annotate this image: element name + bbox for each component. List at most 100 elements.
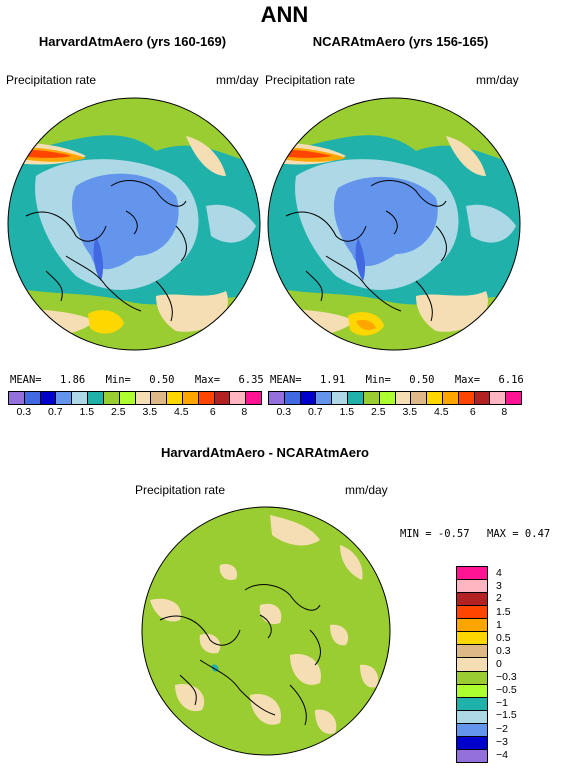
colorbar-label: 4.5 <box>433 406 449 418</box>
colorbar-swatch <box>457 593 487 607</box>
colorbar-label: −0.5 <box>496 683 517 696</box>
colorbar-swatch <box>490 392 507 404</box>
colorbar-swatch <box>506 392 521 404</box>
colorbar-swatch <box>457 684 487 698</box>
colorbar-swatch <box>457 658 487 672</box>
max-label: Max= <box>454 374 481 386</box>
colorbar-label: 0.3 <box>496 644 511 657</box>
colorbar-label: 8 <box>501 406 508 418</box>
min-label: Min= <box>365 374 391 386</box>
panel-2-map <box>267 97 521 351</box>
colorbar-swatch <box>457 723 487 737</box>
colorbar-label: 2 <box>496 592 502 605</box>
colorbar-swatch <box>284 392 301 404</box>
colorbar-label: 3.5 <box>142 406 158 418</box>
colorbar-swatch <box>457 606 487 620</box>
colorbar-swatch <box>332 392 349 404</box>
mean-label: MEAN= <box>270 374 302 386</box>
colorbar-swatch <box>88 392 104 404</box>
colorbar-swatch <box>457 697 487 711</box>
colorbar-swatch <box>198 392 215 404</box>
colorbar-swatch <box>457 749 487 762</box>
diff-units: mm/day <box>345 483 388 497</box>
diff-colorbar-labels: 4 3 2 1.5 1 0.5 0.3 0 −0.3 −0.5 −1 −1.5 −2 −3 −4 <box>496 566 536 761</box>
colorbar-swatch <box>474 392 491 404</box>
panel-2-variable: Precipitation rate <box>265 73 356 87</box>
colorbar-swatch <box>427 392 443 404</box>
colorbar-swatch <box>457 671 487 685</box>
colorbar-label: 0.7 <box>47 406 63 418</box>
colorbar-label: 1 <box>496 618 502 631</box>
colorbar-label: −2 <box>496 722 508 735</box>
mean-value: 1.91 <box>319 374 346 386</box>
colorbar-label: 4.5 <box>173 406 189 418</box>
colorbar-swatch <box>72 392 89 404</box>
colorbar-swatch <box>300 392 317 404</box>
diff-colorbar <box>456 566 488 763</box>
colorbar-swatch <box>40 392 57 404</box>
colorbar-swatch <box>363 392 380 404</box>
diff-map <box>141 506 391 756</box>
colorbar-swatch <box>167 392 183 404</box>
panel-2-title: NCARAtmAero (yrs 156-165) <box>312 34 489 49</box>
colorbar-label: 0 <box>496 657 502 670</box>
min-label: Min= <box>105 374 131 386</box>
colorbar-label: −4 <box>496 748 508 761</box>
colorbar-label: −1 <box>496 696 508 709</box>
panel-2-colorbar <box>268 391 522 405</box>
colorbar-swatch <box>24 392 41 404</box>
panel-1-map <box>7 97 261 351</box>
diff-variable: Precipitation rate <box>135 483 226 497</box>
colorbar-label: 3 <box>496 579 502 592</box>
colorbar-label: 8 <box>241 406 248 418</box>
panel-1-stats: MEAN= 1.86 Min= 0.50 Max= 6.35 <box>10 374 264 386</box>
max-value: 6.35 <box>238 374 264 386</box>
colorbar-swatch <box>151 392 168 404</box>
panel-2-units: mm/day <box>476 73 519 87</box>
colorbar-swatch <box>9 392 25 404</box>
colorbar-swatch <box>458 392 475 404</box>
diff-max: MAX = 0.47 <box>487 528 551 540</box>
panel-1-variable: Precipitation rate <box>6 73 97 87</box>
colorbar-label: −1.5 <box>496 709 517 722</box>
panel-1-colorbar <box>8 391 262 405</box>
colorbar-label: −3 <box>496 735 508 748</box>
max-value: 6.16 <box>498 374 524 386</box>
colorbar-swatch <box>214 392 231 404</box>
colorbar-swatch <box>457 567 487 581</box>
colorbar-label: 1.5 <box>79 406 95 418</box>
colorbar-label: 0.3 <box>276 406 292 418</box>
colorbar-swatch <box>395 392 412 404</box>
panel-1-colorbar-labels: 0.3 0.7 1.5 2.5 3.5 4.5 6 8 <box>8 406 260 420</box>
colorbar-swatch <box>442 392 459 404</box>
colorbar-label: −0.3 <box>496 670 517 683</box>
panel-1-title: HarvardAtmAero (yrs 160-169) <box>38 34 227 49</box>
colorbar-swatch <box>269 392 285 404</box>
colorbar-swatch <box>135 392 152 404</box>
colorbar-label: 4 <box>496 566 502 579</box>
colorbar-label: 6 <box>209 406 216 418</box>
colorbar-swatch <box>379 392 396 404</box>
figure-title: ANN <box>260 2 309 27</box>
colorbar-swatch <box>230 392 247 404</box>
colorbar-swatch <box>457 736 487 750</box>
colorbar-swatch <box>457 645 487 659</box>
colorbar-swatch <box>316 392 333 404</box>
diff-title: HarvardAtmAero - NCARAtmAero <box>160 445 370 460</box>
colorbar-label: 1.5 <box>496 605 511 618</box>
colorbar-swatch <box>457 580 487 594</box>
max-label: Max= <box>194 374 221 386</box>
colorbar-swatch <box>457 619 487 633</box>
min-value: 0.50 <box>409 374 435 386</box>
panel-1-units: mm/day <box>216 73 259 87</box>
min-value: 0.50 <box>149 374 175 386</box>
colorbar-swatch <box>348 392 364 404</box>
colorbar-label: 0.3 <box>16 406 32 418</box>
panel-2-stats: MEAN= 1.91 Min= 0.50 Max= 6.16 <box>270 374 524 386</box>
diff-min: MIN = -0.57 <box>400 528 470 540</box>
colorbar-swatch <box>119 392 136 404</box>
mean-label: MEAN= <box>10 374 42 386</box>
colorbar-label: 1.5 <box>339 406 355 418</box>
panel-2-colorbar-labels: 0.3 0.7 1.5 2.5 3.5 4.5 6 8 <box>268 406 520 420</box>
colorbar-label: 3.5 <box>402 406 418 418</box>
